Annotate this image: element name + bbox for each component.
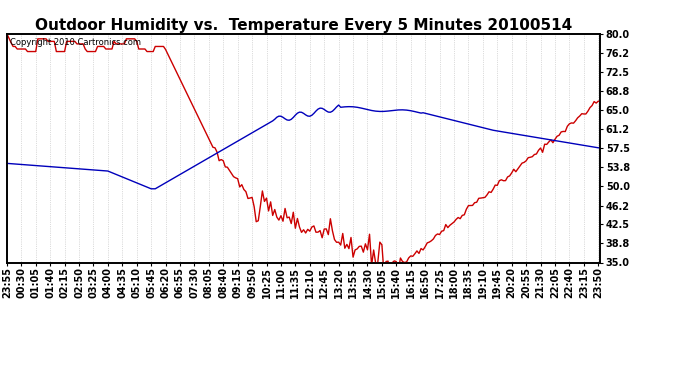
Text: Copyright 2010 Cartronics.com: Copyright 2010 Cartronics.com xyxy=(10,38,141,47)
Title: Outdoor Humidity vs.  Temperature Every 5 Minutes 20100514: Outdoor Humidity vs. Temperature Every 5… xyxy=(35,18,572,33)
